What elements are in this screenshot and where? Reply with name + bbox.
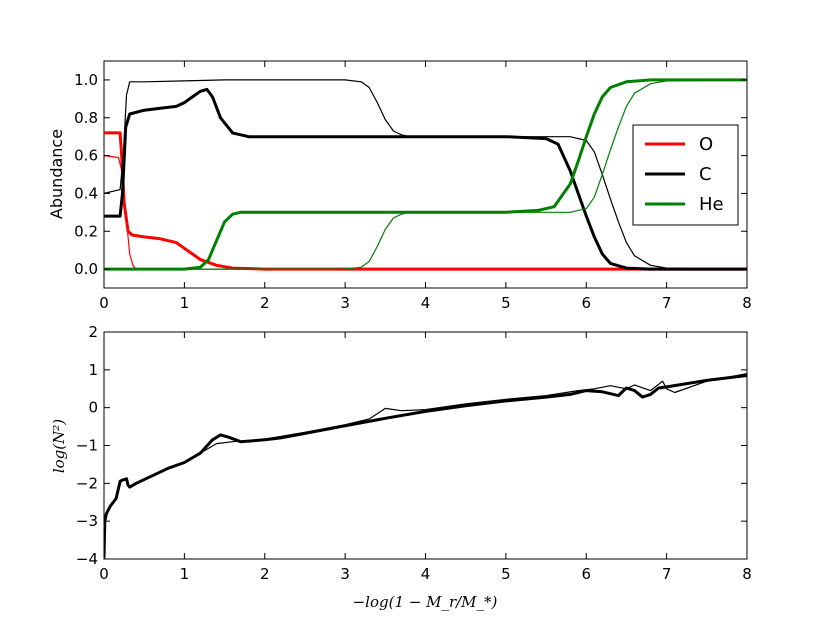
brunt-vaisala-ytick-label: 1: [88, 361, 98, 379]
abundance-panel: 0 1 2 3 4 5 6 7 8 0.0 0.2 0.4 0.6 0.8 1.0 Abundance O …: [47, 60, 752, 312]
abundance-ytick-label: 0.8: [74, 109, 98, 127]
abundance-xtick-label: 6: [581, 294, 591, 312]
brunt-vaisala-xtick-label: 0: [99, 565, 109, 583]
abundance-xtick-label: 1: [180, 294, 190, 312]
brunt-vaisala-xtick-label: 2: [260, 565, 270, 583]
abundance-ytick-label: 0.6: [74, 147, 98, 165]
abundance-series-he-thin-line: [104, 79, 747, 270]
brunt-vaisala-ytick-label: −2: [76, 474, 98, 492]
abundance-ytick-label: 0.2: [74, 222, 98, 240]
legend-label-o: O: [699, 134, 713, 155]
abundance-ytick-label: 1.0: [74, 71, 98, 89]
brunt-vaisala-ytick-label: −4: [76, 550, 98, 568]
abundance-xtick-label: 3: [340, 294, 350, 312]
brunt-vaisala-xtick-label: 7: [662, 565, 672, 583]
brunt-vaisala-series-n2-thin-line: [104, 373, 747, 558]
brunt-vaisala-plot-frame: [103, 331, 748, 560]
brunt-vaisala-ytick-label: −1: [76, 437, 98, 455]
abundance-series-group: [104, 78, 747, 271]
brunt-vaisala-ytick-label: 0: [88, 399, 98, 417]
abundance-series-c-thick-line: [104, 87, 747, 271]
abundance-xtick-label: 0: [99, 294, 109, 312]
brunt-vaisala-xtick-label: 8: [742, 565, 752, 583]
abundance-series-c-thin-line: [104, 79, 747, 270]
brunt-vaisala-series-group: [104, 373, 747, 559]
legend: O C He: [632, 124, 739, 226]
brunt-vaisala-panel: 0 1 2 3 4 5 6 7 8 −4 −3 −2 −1 0 1 2 log(N²) −log(1 − M_…: [50, 323, 752, 611]
abundance-xtick-label: 4: [421, 294, 431, 312]
brunt-vaisala-xtick-label: 1: [180, 565, 190, 583]
abundance-xtick-label: 2: [260, 294, 270, 312]
brunt-vaisala-xtick-label: 5: [501, 565, 511, 583]
brunt-vaisala-ytick-label: 2: [88, 323, 98, 341]
brunt-vaisala-xtick-label: 6: [581, 565, 591, 583]
brunt-vaisala-xtick-label: 4: [421, 565, 431, 583]
abundance-xtick-label: 5: [501, 294, 511, 312]
abundance-xtick-label: 7: [662, 294, 672, 312]
abundance-ticks: 0 1 2 3 4 5 6 7 8 0.0 0.2 0.4 0.6 0.8 1.0: [74, 61, 752, 312]
abundance-ytick-label: 0.4: [74, 184, 98, 202]
legend-label-he: He: [699, 194, 724, 215]
brunt-vaisala-ticks: 0 1 2 3 4 5 6 7 8 −4 −3 −2 −1 0 1 2: [76, 323, 752, 583]
abundance-series-o-thin-line: [104, 155, 747, 270]
brunt-vaisala-ytick-label: −3: [76, 512, 98, 530]
abundance-ytick-label: 0.0: [74, 260, 98, 278]
abundance-ylabel: Abundance: [47, 129, 66, 219]
abundance-xtick-label: 8: [742, 294, 752, 312]
legend-label-c: C: [699, 164, 712, 185]
brunt-vaisala-xlabel: −log(1 − M_r/M_*): [353, 593, 498, 611]
brunt-vaisala-xtick-label: 3: [340, 565, 350, 583]
brunt-vaisala-ylabel: log(N²): [50, 419, 68, 473]
